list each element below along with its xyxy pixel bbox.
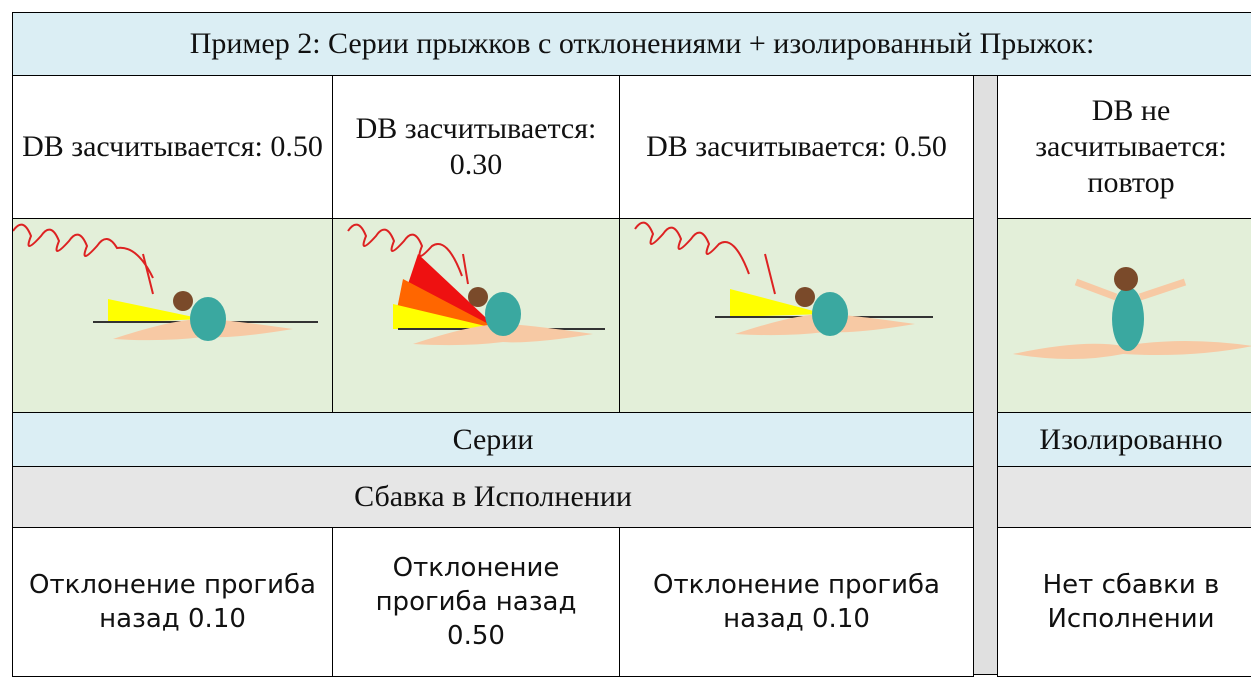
group-cell: Серии bbox=[12, 412, 974, 467]
execution-cell: Сбавка в Исполнении bbox=[12, 466, 974, 528]
illustration bbox=[347, 223, 605, 346]
jump-image bbox=[997, 218, 1251, 413]
title-cell: Пример 2: Серии прыжков с отклонениями +… bbox=[12, 12, 1251, 76]
db-cell: DB засчитывается: 0.50 bbox=[619, 75, 974, 219]
group-label: Изолированно bbox=[1039, 422, 1223, 456]
deduction-text: Отклонение прогиба назад 0.10 bbox=[653, 570, 940, 634]
db-cell: DB не засчитывается: повтор bbox=[997, 75, 1251, 219]
deduction-cell: Нет сбавки в Исполнении bbox=[997, 527, 1251, 677]
separator bbox=[973, 75, 998, 675]
execution-cell bbox=[997, 466, 1251, 528]
title: Пример 2: Серии прыжков с отклонениями +… bbox=[189, 27, 1095, 60]
illustration bbox=[1013, 267, 1251, 359]
db-cell: DB засчитывается: 0.50 bbox=[12, 75, 333, 219]
db-text: DB засчитывается: 0.50 bbox=[22, 130, 323, 163]
deduction-text: Отклонение прогиба назад 0.50 bbox=[375, 553, 577, 651]
db-text: DB засчитывается: 0.50 bbox=[646, 130, 947, 163]
deduction-cell: Отклонение прогиба назад 0.50 bbox=[332, 527, 620, 677]
db-text: DB засчитывается: 0.30 bbox=[355, 112, 597, 181]
db-text: DB не засчитывается: повтор bbox=[1035, 94, 1227, 199]
group-label: Серии bbox=[452, 422, 534, 456]
illustration bbox=[634, 221, 933, 336]
deduction-text: Отклонение прогиба назад 0.10 bbox=[29, 570, 316, 634]
execution-label: Сбавка в Исполнении bbox=[354, 480, 632, 513]
deduction-cell: Отклонение прогиба назад 0.10 bbox=[12, 527, 333, 677]
deduction-cell: Отклонение прогиба назад 0.10 bbox=[619, 527, 974, 677]
group-cell: Изолированно bbox=[997, 412, 1251, 467]
illustration bbox=[13, 223, 318, 341]
jump-image bbox=[332, 218, 620, 413]
db-cell: DB засчитывается: 0.30 bbox=[332, 75, 620, 219]
jump-image bbox=[619, 218, 974, 413]
jump-image bbox=[12, 218, 333, 413]
deduction-text: Нет сбавки в Исполнении bbox=[1042, 570, 1220, 634]
